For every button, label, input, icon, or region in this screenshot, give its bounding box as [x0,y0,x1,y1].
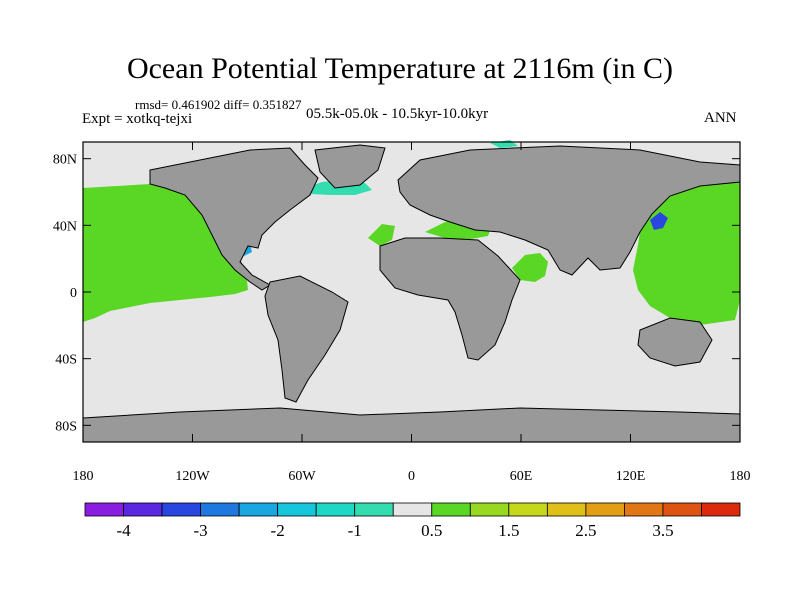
colorbar-swatch [315,502,356,517]
colorbar-swatch [392,502,433,517]
colorbar-swatch [238,502,279,517]
experiment-label: Expt = xotkq-tejxi [82,111,193,127]
colorbar-label: 0.5 [421,521,442,540]
colorbar-label: 2.5 [575,521,596,540]
north-america-land [149,147,319,291]
colorbar-label: 1.5 [498,521,519,540]
x-tick-label: 60W [288,469,316,484]
eurasia-land [397,145,741,276]
y-tick-label: 40N [53,219,77,234]
colorbar-label: -4 [116,521,131,540]
x-tick-label: 180 [73,469,94,484]
x-tick-label: 60E [510,469,533,484]
colorbar-label: -3 [194,521,208,540]
africa-land [379,237,521,361]
colorbar-label: -1 [348,521,362,540]
colorbar-swatch [84,502,124,517]
greenland-land [314,144,386,189]
y-tick-label: 80S [55,419,77,434]
map-plot [82,140,741,443]
colorbar-swatch [624,502,664,517]
colorbar-swatch [161,502,201,517]
x-tick-label: 120W [175,469,210,484]
chart-title: Ocean Potential Temperature at 2116m (in… [126,52,674,85]
land-masks [82,144,741,443]
x-tick-label: 120E [616,469,646,484]
canary-warm-region [368,224,395,246]
colorbar-swatch [546,502,587,517]
japan-sea-cold-region [650,212,668,230]
colorbar-swatch [277,502,317,517]
x-tick-label: 0 [408,469,415,484]
colorbar: -4 -3 -2 -1 0.5 1.5 2.5 3.5 [84,502,741,540]
australia-land [637,317,713,367]
colorbar-swatch [508,502,548,517]
y-axis: 80N 40N 0 40S 80S [53,153,740,434]
colorbar-swatch [585,502,625,517]
colorbar-swatch [123,502,163,517]
colorbar-swatch [200,502,240,517]
colorbar-swatch [469,502,510,517]
colorbar-swatch [431,502,471,517]
y-tick-label: 40S [55,353,77,368]
colorbar-label: 3.5 [652,521,673,540]
colorbar-swatch [354,502,394,517]
season-label: ANN [704,110,737,126]
indian-ocean-warm-region [512,253,548,282]
x-axis: 180 120W 60W 0 60E 120E 180 [73,142,751,484]
stats-label: rmsd= 0.461902 diff= 0.351827 [135,97,302,112]
colorbar-swatch [662,502,702,517]
period-label: 05.5k-05.0k - 10.5kyr-10.0kyr [306,106,489,122]
x-tick-label: 180 [730,469,751,484]
y-tick-label: 80N [53,153,77,168]
colorbar-swatch [701,502,741,517]
y-tick-label: 0 [70,286,77,301]
colorbar-label: -2 [271,521,285,540]
south-america-land [264,275,349,403]
